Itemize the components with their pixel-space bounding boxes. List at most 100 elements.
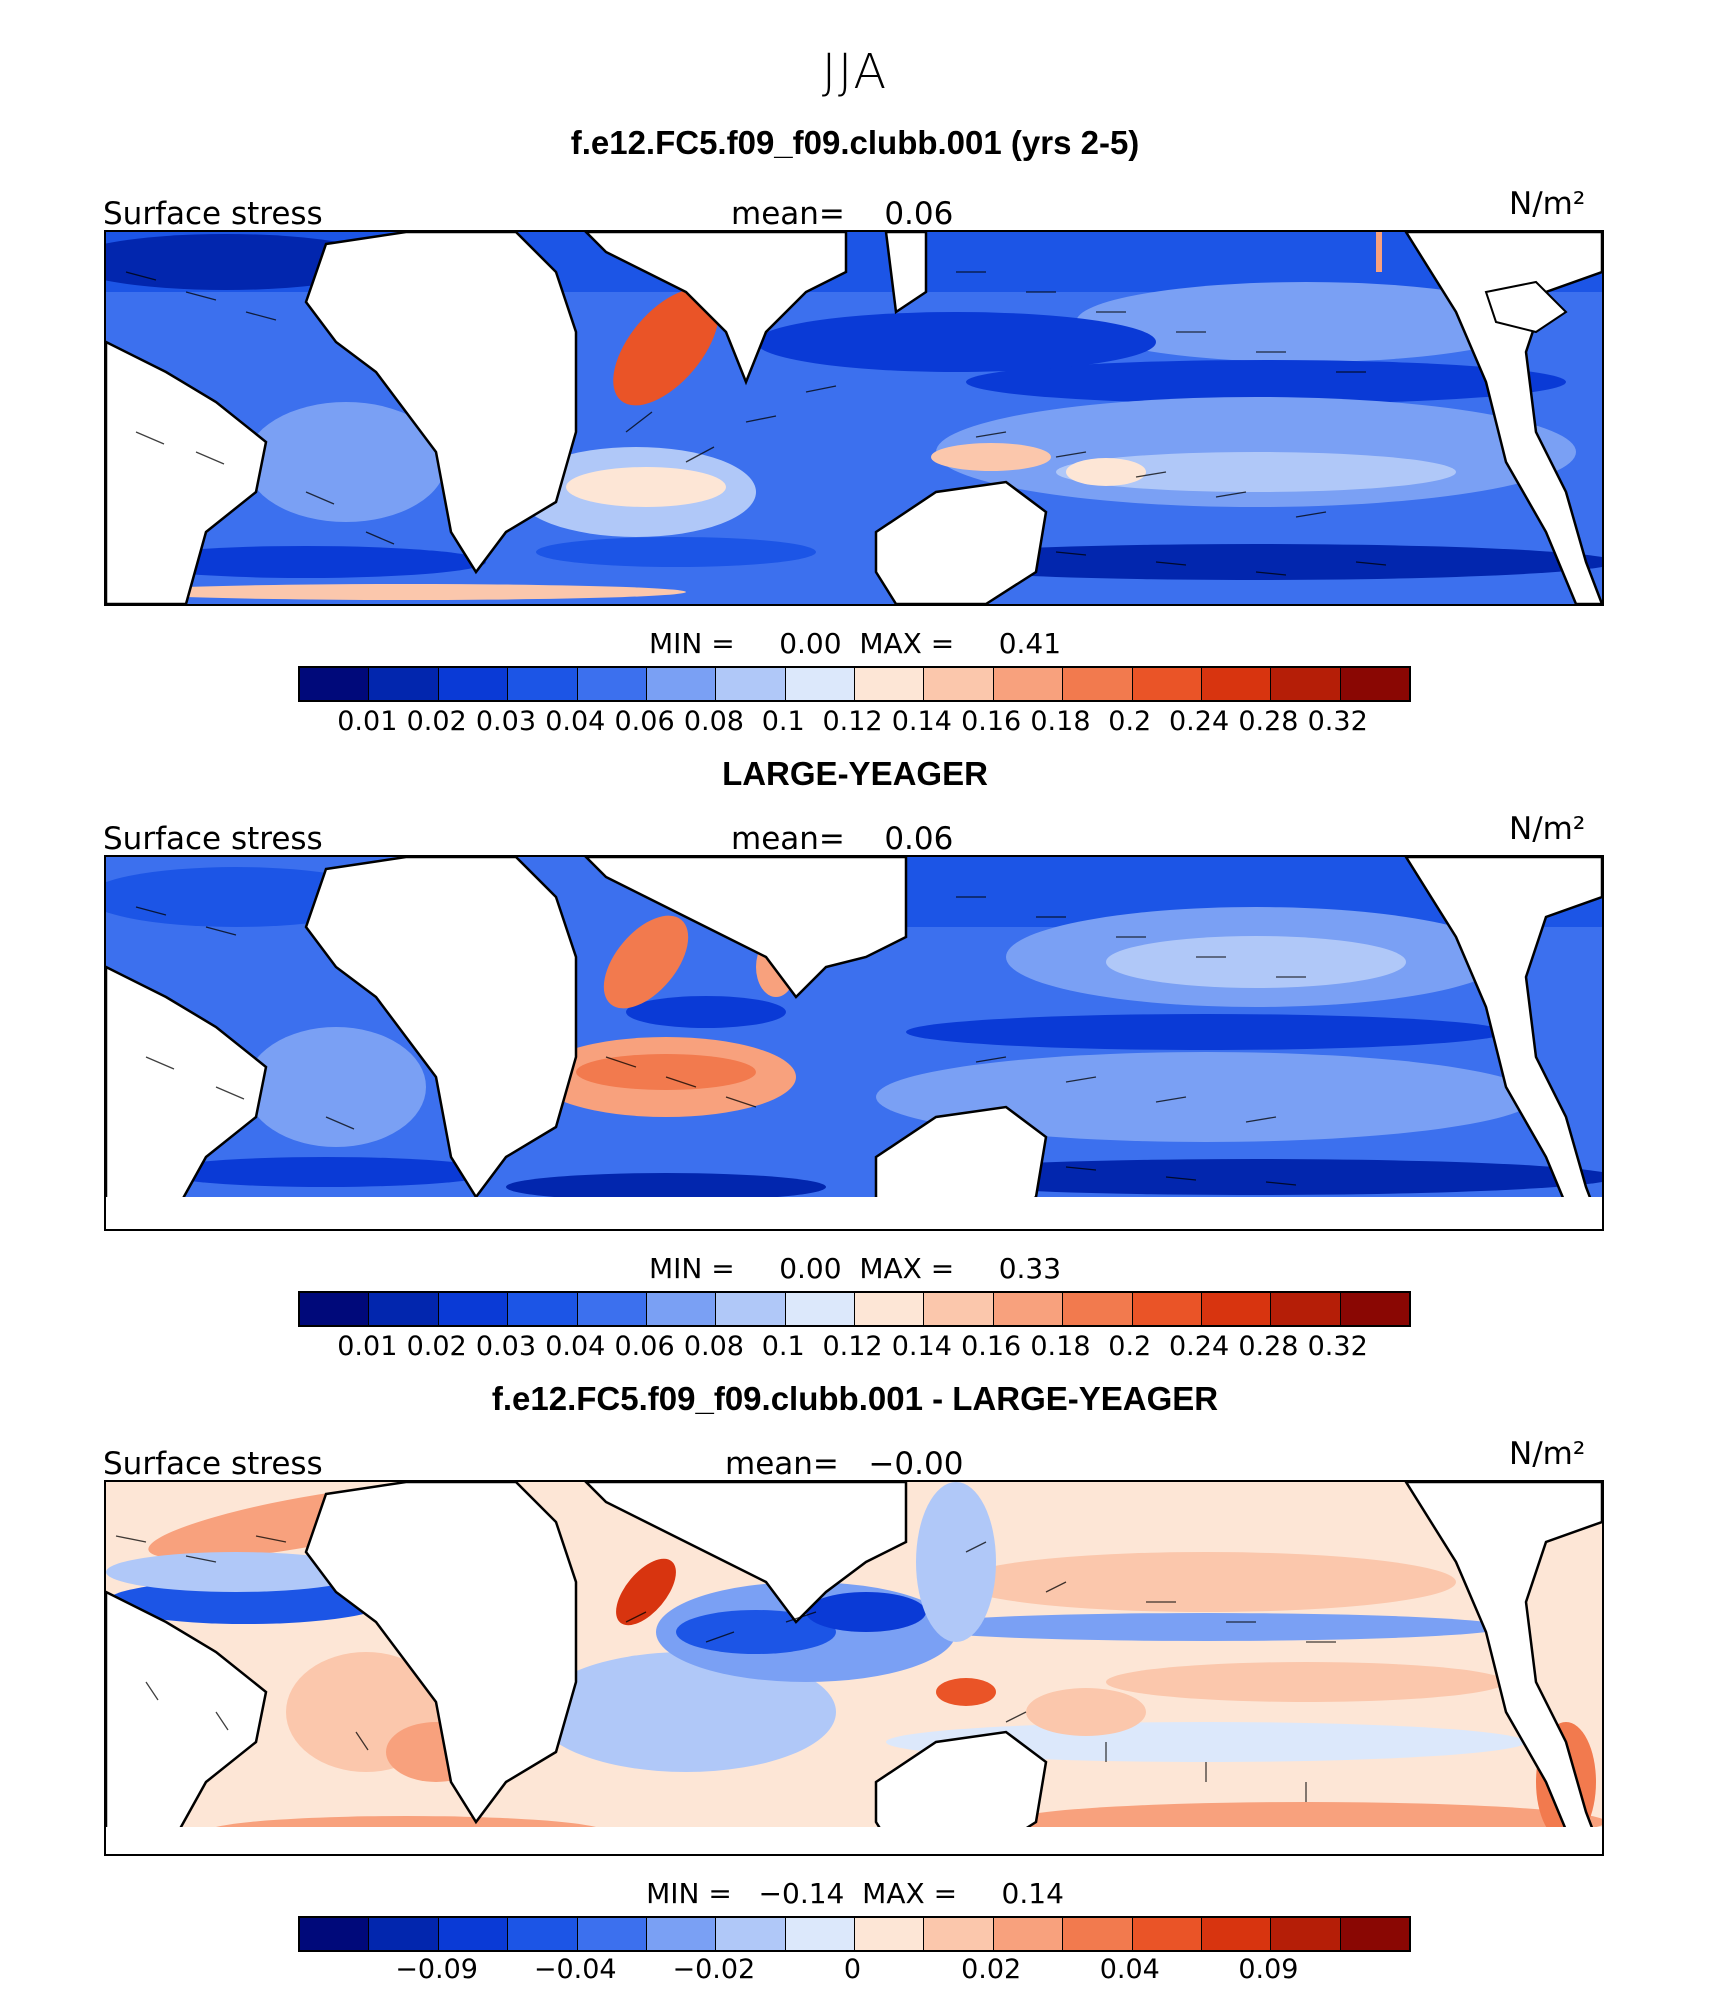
colorbar-tick-label: 0.08 <box>683 1331 744 1362</box>
colorbar-swatch <box>369 1293 439 1325</box>
colorbar-tick-label: 0.32 <box>1307 1331 1368 1362</box>
colorbar-tick-label: 0.18 <box>1030 706 1091 737</box>
colorbar-swatch <box>924 1918 994 1950</box>
colorbar-tick-label: 0.03 <box>475 706 536 737</box>
colorbar-swatch <box>1201 1918 1272 1950</box>
colorbar-tick-label: 0.1 <box>761 1331 805 1362</box>
colorbar-swatch <box>438 1918 509 1950</box>
colorbar-swatch <box>1063 1293 1133 1325</box>
colorbar-swatch <box>646 1293 717 1325</box>
colorbar-tick-label: 0.12 <box>822 706 883 737</box>
colorbar-tick-label: 0.08 <box>683 706 744 737</box>
colorbar-tick-label: 0.01 <box>337 706 398 737</box>
colorbar-swatch <box>1271 1293 1341 1325</box>
colorbar-tick-label: 0.04 <box>545 706 606 737</box>
colorbar-swatch <box>369 668 439 700</box>
colorbar-swatch <box>646 668 717 700</box>
colorbar-tick-label: 0.28 <box>1238 1331 1299 1362</box>
colorbar-tick-label: 0.06 <box>614 1331 675 1362</box>
colorbar-swatch <box>577 1918 647 1950</box>
panel-1-title: f.e12.FC5.f09_f09.clubb.001 (yrs 2-5) <box>570 124 1140 161</box>
colorbar-tick-label: 0.16 <box>961 1331 1022 1362</box>
colorbar-swatch <box>1340 668 1409 700</box>
colorbar-swatch <box>716 668 786 700</box>
colorbar-swatch <box>508 1918 578 1950</box>
colorbar-tick-label: 0.12 <box>822 1331 883 1362</box>
panel-3-units: N/m² <box>1509 1436 1586 1472</box>
colorbar-tick-label: 0.16 <box>961 706 1022 737</box>
colorbar-swatch <box>785 1918 855 1950</box>
colorbar-swatch <box>300 668 370 700</box>
colorbar-tick-label: 0.18 <box>1030 1331 1091 1362</box>
panel-2-title: LARGE-YEAGER <box>722 755 988 792</box>
panel-3-mean-label: mean= −0.00 <box>725 1446 964 1482</box>
colorbar-swatch <box>785 1293 855 1325</box>
colorbar-swatch <box>1271 1918 1341 1950</box>
colorbar-swatch <box>1063 1918 1133 1950</box>
colorbar-swatch <box>716 1293 786 1325</box>
colorbar-tick-label: 0.04 <box>545 1331 606 1362</box>
colorbar-tick-label: 0.2 <box>1108 1331 1152 1362</box>
colorbar-swatch <box>1132 668 1202 700</box>
colorbar-tick-label: 0.02 <box>406 706 467 737</box>
panel-3-variable-label: Surface stress <box>103 1446 323 1482</box>
panel-1-mean-label: mean= 0.06 <box>731 196 954 232</box>
panel-2-map <box>104 855 1604 1231</box>
colorbar-swatch <box>1132 1293 1202 1325</box>
colorbar-tick-label: 0.03 <box>475 1331 536 1362</box>
colorbar-tick-label: −0.04 <box>533 1954 617 1985</box>
colorbar-tick-label: −0.02 <box>672 1954 756 1985</box>
colorbar-swatch <box>924 1293 994 1325</box>
colorbar-swatch <box>924 668 994 700</box>
colorbar-swatch <box>300 1918 370 1950</box>
colorbar-swatch <box>855 1293 925 1325</box>
colorbar-tick-label: 0.02 <box>406 1331 467 1362</box>
panel-3-colorbar-ticks: −0.09 −0.04 −0.02 0 0.02 0.04 0.09 <box>298 1954 1411 1988</box>
colorbar-tick-label: −0.09 <box>395 1954 478 1985</box>
colorbar-tick-label: 0.2 <box>1108 706 1152 737</box>
panel-2-mean-label: mean= 0.06 <box>731 821 954 857</box>
colorbar-tick-label: 0.14 <box>891 1331 952 1362</box>
colorbar-tick-label: 0.24 <box>1169 1331 1230 1362</box>
colorbar-swatch <box>1271 668 1341 700</box>
colorbar-swatch <box>577 1293 647 1325</box>
panel-1-colorbar <box>298 666 1411 702</box>
panel-2-stats: MIN = 0.00 MAX = 0.33 <box>648 1252 1062 1285</box>
panel-3-map <box>104 1480 1604 1856</box>
panel-3-stats: MIN = −0.14 MAX = 0.14 <box>646 1877 1064 1910</box>
colorbar-swatch <box>508 1293 578 1325</box>
colorbar-swatch <box>646 1918 717 1950</box>
colorbar-tick-label: 0.14 <box>891 706 952 737</box>
colorbar-swatch <box>508 668 578 700</box>
panel-3-colorbar <box>298 1916 1411 1952</box>
colorbar-tick-label: 0.04 <box>1099 1954 1160 1985</box>
panel-1-stats: MIN = 0.00 MAX = 0.41 <box>648 627 1062 660</box>
colorbar-swatch <box>993 1293 1064 1325</box>
colorbar-tick-label: 0.24 <box>1169 706 1230 737</box>
panel-1-units: N/m² <box>1509 186 1586 222</box>
colorbar-swatch <box>1340 1918 1409 1950</box>
panel-2-colorbar-ticks: 0.01 0.02 0.03 0.04 0.06 0.08 0.1 0.12 0.14 0.16 0… <box>298 1331 1411 1365</box>
colorbar-swatch <box>1201 668 1272 700</box>
colorbar-swatch <box>855 1918 925 1950</box>
colorbar-tick-label: 0.1 <box>761 706 805 737</box>
colorbar-swatch <box>369 1918 439 1950</box>
colorbar-tick-label: 0 <box>843 1954 862 1985</box>
colorbar-swatch <box>855 668 925 700</box>
colorbar-swatch <box>785 668 855 700</box>
colorbar-swatch <box>438 1293 509 1325</box>
colorbar-swatch <box>716 1918 786 1950</box>
figure-title: JJA <box>821 44 889 100</box>
panel-2-units: N/m² <box>1509 811 1586 847</box>
colorbar-tick-label: 0.09 <box>1238 1954 1299 1985</box>
colorbar-swatch <box>1063 668 1133 700</box>
panel-1-variable-label: Surface stress <box>103 196 323 232</box>
panel-1-map <box>104 230 1604 606</box>
colorbar-swatch <box>993 1918 1064 1950</box>
panel-2-colorbar <box>298 1291 1411 1327</box>
panel-1-colorbar-ticks: 0.01 0.02 0.03 0.04 0.06 0.08 0.1 0.12 0.14 0.16 0… <box>298 706 1411 740</box>
panel-2-variable-label: Surface stress <box>103 821 323 857</box>
colorbar-swatch <box>577 668 647 700</box>
colorbar-swatch <box>438 668 509 700</box>
colorbar-swatch <box>1132 1918 1202 1950</box>
